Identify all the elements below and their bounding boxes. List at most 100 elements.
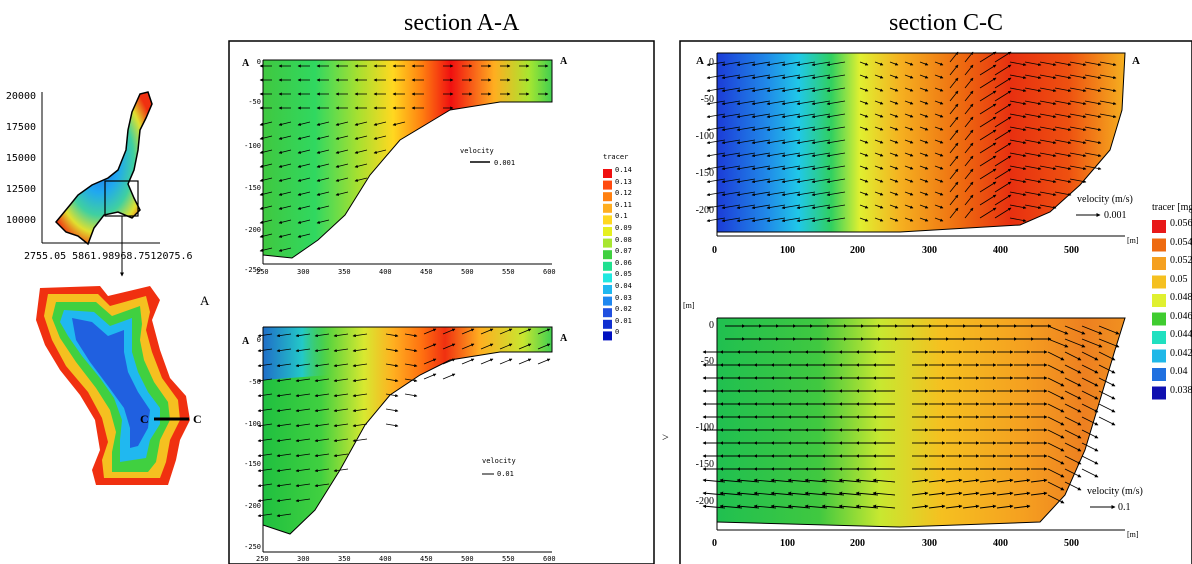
y-tick: 0 xyxy=(709,320,714,331)
velocity-vector xyxy=(276,468,292,473)
velocity-vector xyxy=(949,103,959,115)
velocity-vector xyxy=(811,152,831,158)
legend-label: 0.048 xyxy=(1170,292,1192,303)
velocity-vector xyxy=(314,423,330,428)
velocity-vector xyxy=(766,217,786,223)
velocity-vector xyxy=(1054,165,1072,171)
velocity-vector xyxy=(1039,152,1057,158)
y-tick: -150 xyxy=(244,460,261,468)
velocity-vector xyxy=(352,363,368,368)
velocity-vector xyxy=(1054,178,1072,184)
overview-y-tick: 10000 xyxy=(5,215,36,226)
y-tick: -50 xyxy=(248,98,261,106)
x-tick: 600 xyxy=(543,268,556,276)
velocity-vector xyxy=(934,178,944,183)
velocity-vector xyxy=(257,378,273,383)
x-tick: 300 xyxy=(297,268,310,276)
velocity-vector xyxy=(874,74,884,79)
velocity-vector xyxy=(904,61,914,66)
velocity-vector xyxy=(257,348,273,353)
velocity-vector xyxy=(919,74,929,79)
velocity-vector xyxy=(859,126,869,131)
x-tick: 100 xyxy=(780,245,795,256)
velocity-vector xyxy=(1069,100,1087,106)
legend-label: 0.05 xyxy=(615,270,632,279)
velocity-vector xyxy=(461,358,475,365)
y-tick: -250 xyxy=(244,266,261,274)
velocity-vector xyxy=(423,358,437,365)
velocity-vector xyxy=(949,116,959,128)
velocity-vector xyxy=(904,191,914,196)
velocity-vector xyxy=(721,113,741,119)
legend-swatch xyxy=(1152,257,1166,270)
velocity-vector xyxy=(934,61,944,66)
velocity-vector xyxy=(751,100,771,106)
velocity-vector xyxy=(1081,377,1099,387)
velocity-vector xyxy=(994,155,1012,167)
panel-c-top-velocity-value: 0.001 xyxy=(1104,210,1127,221)
velocity-vector xyxy=(1024,74,1042,80)
panel-c-bottom-velocity-value: 0.1 xyxy=(1118,502,1131,513)
velocity-vector xyxy=(949,129,959,141)
velocity-vector xyxy=(979,77,997,89)
panel-a-bottom-velocity-value: 0.01 xyxy=(497,470,514,478)
velocity-vector xyxy=(1047,494,1065,504)
velocity-vector xyxy=(1047,390,1065,400)
velocity-vector xyxy=(934,152,944,157)
velocity-vector xyxy=(751,61,771,67)
velocity-vector xyxy=(766,178,786,184)
panel-c-bottom-y-unit: [m] xyxy=(683,301,695,310)
velocity-vector xyxy=(889,191,899,196)
legend-label: 0.04 xyxy=(1170,366,1188,377)
velocity-vector xyxy=(259,191,273,196)
velocity-vector xyxy=(796,126,816,132)
velocity-vector xyxy=(385,363,399,368)
velocity-vector xyxy=(934,139,944,144)
velocity-vector xyxy=(859,204,869,209)
velocity-vector xyxy=(949,142,959,154)
velocity-vector xyxy=(335,121,349,126)
velocity-vector xyxy=(874,191,884,196)
velocity-vector xyxy=(1098,416,1116,426)
panel-a-frame xyxy=(228,40,655,564)
velocity-vector xyxy=(781,74,801,80)
velocity-vector xyxy=(1069,165,1087,171)
velocity-vector xyxy=(1047,325,1069,335)
velocity-vector xyxy=(295,363,311,368)
velocity-vector xyxy=(1047,377,1065,387)
legend-label: 0.11 xyxy=(615,200,632,209)
velocity-vector xyxy=(1024,100,1042,106)
legend-swatch xyxy=(603,319,612,329)
velocity-vector xyxy=(385,408,399,413)
y-tick: -200 xyxy=(695,205,714,216)
velocity-vector xyxy=(979,155,997,167)
legend-swatch xyxy=(1152,238,1166,252)
velocity-vector xyxy=(352,438,368,443)
velocity-vector xyxy=(1099,74,1117,80)
x-tick: 550 xyxy=(502,268,515,276)
velocity-vector xyxy=(979,207,997,219)
velocity-vector xyxy=(811,74,831,80)
velocity-vector xyxy=(721,126,741,132)
y-tick: -250 xyxy=(244,543,261,551)
velocity-vector xyxy=(889,178,899,183)
velocity-vector xyxy=(994,77,1012,89)
velocity-vector xyxy=(1098,403,1116,413)
velocity-vector xyxy=(859,113,869,118)
legend-right-swatches xyxy=(1152,220,1166,400)
velocity-vector xyxy=(354,149,368,154)
velocity-vector xyxy=(766,152,786,158)
velocity-vector xyxy=(333,363,349,368)
velocity-vector xyxy=(766,100,786,106)
velocity-vector xyxy=(872,504,896,509)
velocity-vector xyxy=(979,129,997,141)
velocity-vector xyxy=(1047,468,1065,478)
panel-a-top-y-ticks: 0 -50 -100 -150 -200 -250 xyxy=(231,58,261,274)
velocity-vector xyxy=(1024,61,1042,67)
velocity-vector xyxy=(373,135,387,140)
velocity-vector xyxy=(1009,100,1027,106)
velocity-vector xyxy=(781,152,801,158)
velocity-vector xyxy=(1054,61,1072,67)
velocity-vector xyxy=(257,438,273,443)
velocity-vector xyxy=(385,423,399,428)
